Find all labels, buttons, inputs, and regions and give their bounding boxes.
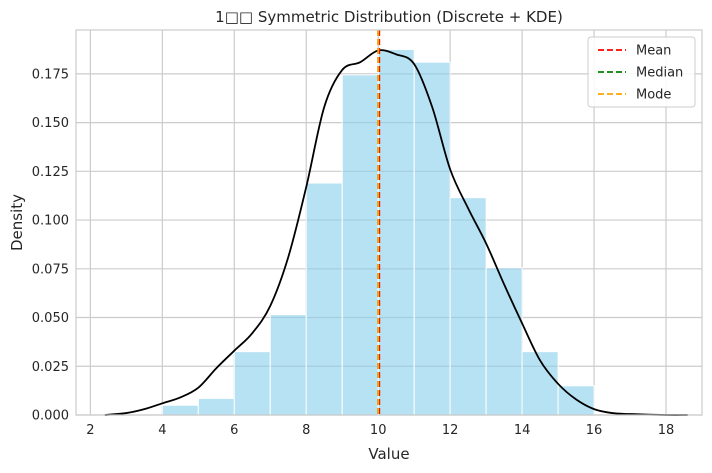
y-tick-label: 0.000 (32, 409, 69, 424)
histogram-bar (233, 351, 271, 416)
legend-label: Mean (636, 44, 671, 59)
x-tick-label: 2 (86, 423, 94, 438)
reference-lines (377, 30, 381, 415)
histogram-bar (413, 61, 451, 416)
histogram-bar (269, 314, 307, 416)
y-tick-label: 0.050 (32, 311, 69, 326)
histogram-bar (377, 48, 415, 416)
histogram-bar (197, 397, 235, 416)
kde-line (104, 49, 688, 416)
legend-box (587, 36, 696, 108)
legend: Mean Median Mode (587, 36, 696, 108)
x-tick-label: 6 (230, 423, 238, 438)
x-tick-label: 12 (442, 423, 459, 438)
chart-title: 1□□ Symmetric Distribution (Discrete + K… (215, 8, 563, 26)
histogram-bar (449, 197, 487, 416)
y-tick-label: 0.075 (32, 262, 69, 277)
kde-curve (104, 49, 688, 416)
histogram-bars (161, 48, 595, 416)
x-tick-label: 8 (302, 423, 310, 438)
legend-items: Mean Median Mode (598, 44, 683, 103)
x-axis-title: Value (368, 445, 409, 463)
x-tick-label: 10 (370, 423, 387, 438)
histogram-bar (305, 182, 343, 416)
legend-label: Mode (636, 88, 671, 103)
y-tick-labels: 0.000 0.025 0.050 0.075 0.100 0.125 0.150 0.175 (32, 67, 69, 423)
histogram-bar (161, 404, 199, 416)
x-tick-label: 14 (514, 423, 531, 438)
histogram-bar (341, 74, 379, 416)
y-tick-label: 0.100 (32, 214, 69, 229)
y-tick-label: 0.125 (32, 165, 69, 180)
x-tick-label: 18 (658, 423, 675, 438)
y-tick-label: 0.175 (32, 67, 69, 82)
y-tick-label: 0.025 (32, 360, 69, 375)
plot-frame (75, 29, 703, 416)
x-tick-labels: 2 4 6 8 10 12 14 16 18 (86, 423, 674, 438)
legend-label: Median (636, 66, 683, 81)
histogram-bar (485, 267, 523, 416)
x-tick-label: 16 (586, 423, 603, 438)
x-tick-label: 4 (158, 423, 166, 438)
histogram-bar (521, 351, 559, 416)
y-axis-title: Density (8, 194, 26, 251)
y-tick-label: 0.150 (32, 116, 69, 131)
